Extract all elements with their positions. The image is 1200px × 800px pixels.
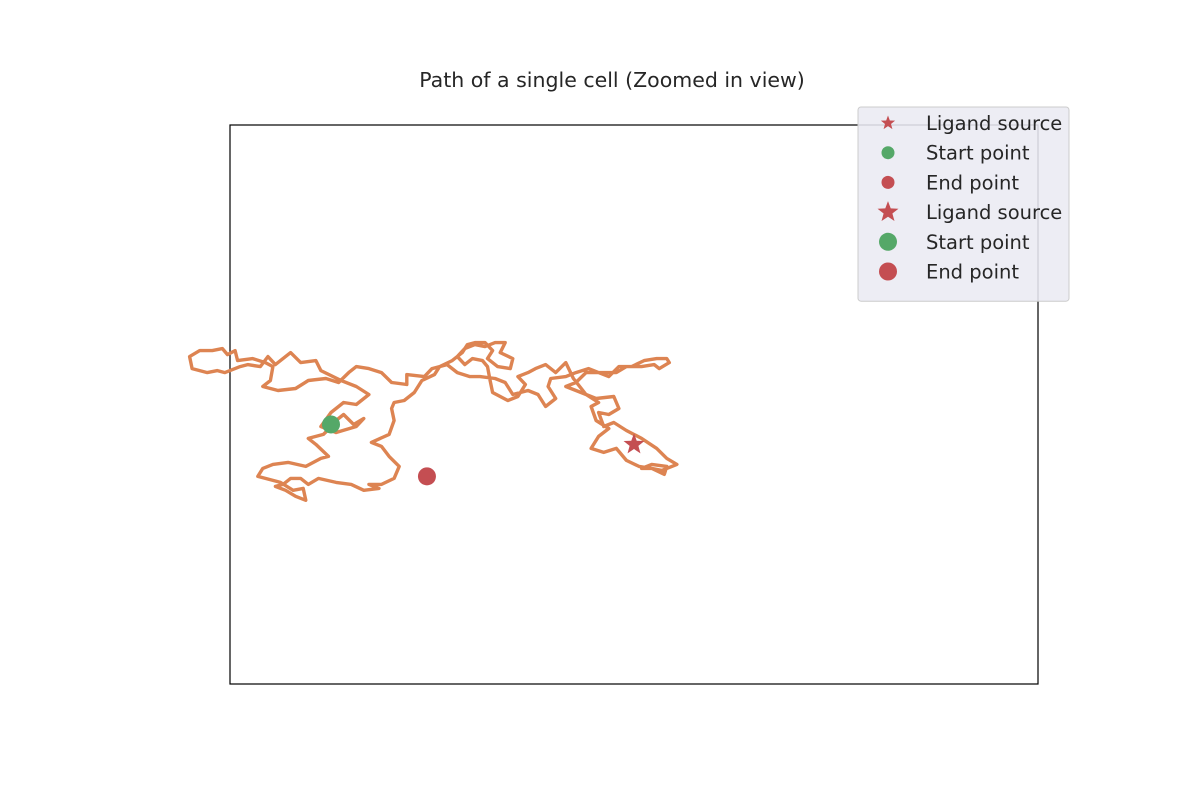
legend-label: Start point: [926, 142, 1030, 165]
legend-ligand-source-marker: [880, 115, 896, 130]
chart-title: Path of a single cell (Zoomed in view): [419, 68, 805, 92]
legend-box: [857, 106, 1070, 302]
legend-label: Start point: [926, 231, 1030, 254]
end-point-marker: [417, 467, 436, 486]
legend-start-point-marker: [879, 232, 897, 251]
legend-end-point-marker: [881, 175, 895, 189]
plot-layer: [187, 340, 679, 502]
cell-path-line: [187, 340, 679, 502]
legend-label: Ligand source: [926, 112, 1062, 135]
legend-label: Ligand source: [926, 201, 1062, 224]
legend-end-point-marker: [879, 262, 897, 281]
ligand-source-marker: [623, 433, 645, 454]
legend-start-point-marker: [881, 146, 895, 160]
legend-label: End point: [926, 171, 1019, 194]
start-point-marker: [322, 415, 340, 434]
legend-ligand-source-marker: [877, 201, 899, 221]
legend-label: End point: [926, 261, 1019, 284]
chart-legend: Ligand source Start point End point Ligand …: [857, 106, 1070, 302]
